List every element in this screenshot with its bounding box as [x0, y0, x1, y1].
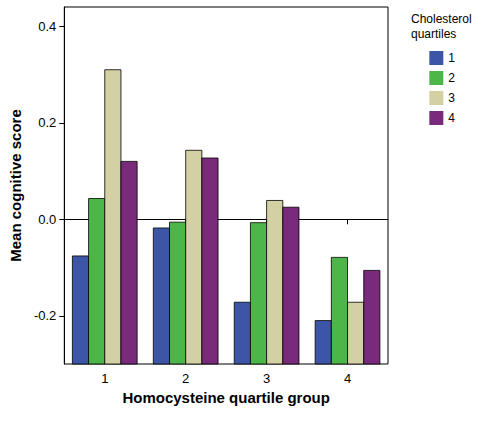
svg-text:2: 2	[182, 371, 189, 386]
svg-text:2: 2	[448, 71, 455, 85]
svg-text:Homocysteine quartile group: Homocysteine quartile group	[122, 389, 330, 406]
svg-text:3: 3	[448, 91, 455, 105]
svg-text:3: 3	[263, 371, 270, 386]
svg-text:0.0: 0.0	[38, 212, 56, 227]
svg-text:Cholesterol: Cholesterol	[411, 12, 475, 26]
svg-text:1: 1	[101, 371, 108, 386]
svg-text:0.2: 0.2	[38, 115, 56, 130]
svg-text:1: 1	[448, 51, 455, 65]
svg-text:quartiles: quartiles	[411, 27, 456, 41]
svg-text:0.4: 0.4	[38, 19, 56, 34]
svg-text:Mean cognitive score: Mean cognitive score	[7, 109, 24, 262]
svg-text:4: 4	[448, 111, 455, 125]
svg-text:4: 4	[344, 371, 351, 386]
svg-text:-0.2: -0.2	[34, 308, 56, 323]
